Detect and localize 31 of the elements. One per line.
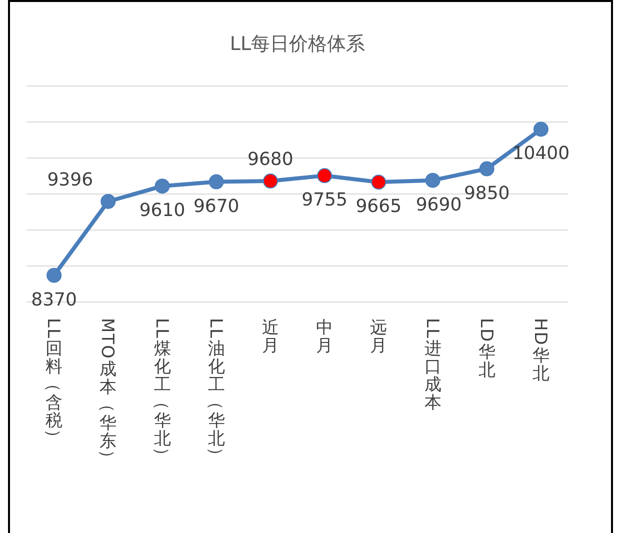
x-tick-label: LD华北: [476, 318, 496, 381]
point: [371, 174, 386, 190]
point: [533, 122, 548, 137]
data-label: 9610: [139, 200, 186, 222]
category-label: MTO成本（华东）: [97, 318, 118, 466]
category-label: LL油化工（华北）: [205, 318, 226, 464]
data-label: 9755: [302, 190, 348, 211]
point: [100, 194, 116, 209]
point: [262, 174, 278, 189]
data-label: 9665: [356, 196, 402, 218]
x-tick-label: LL进口成本: [422, 318, 442, 413]
x-tick-label: HD华北: [530, 318, 550, 384]
x-tick-label: 近月: [262, 318, 279, 356]
point: [425, 172, 440, 188]
x-tick-label: LL回料（含税）: [43, 318, 64, 446]
data-label: 9690: [416, 194, 462, 216]
data-label: 9396: [47, 169, 94, 190]
point: [208, 174, 224, 190]
category-label: LL煤化工（华北）: [151, 318, 172, 464]
x-tick-label: 中月: [316, 318, 334, 356]
point: [46, 268, 62, 283]
data-label: 10400: [512, 143, 570, 164]
data-label: 9680: [248, 149, 294, 170]
data-label: 8370: [31, 289, 77, 310]
point: [479, 161, 494, 176]
point: [154, 178, 170, 194]
point: [317, 168, 332, 184]
data-label: 9670: [193, 196, 240, 217]
x-tick-label: 远月: [370, 318, 388, 356]
data-label: 9850: [464, 182, 510, 204]
chart-title: LL每日价格体系: [230, 33, 366, 55]
